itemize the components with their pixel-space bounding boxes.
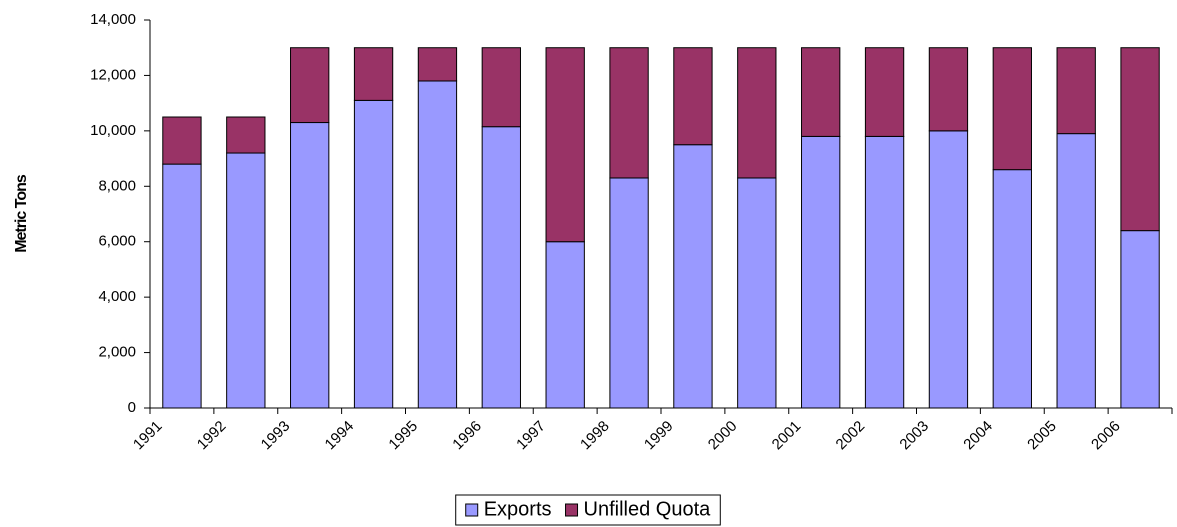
bar-segment [673, 144, 713, 409]
x-tick-label: 1994 [322, 418, 358, 454]
bar-segment [545, 241, 585, 409]
bar-segment [162, 116, 202, 165]
legend-box [455, 494, 721, 526]
bar-segment [290, 122, 330, 409]
bar-segment [609, 47, 649, 179]
bar-segment [609, 177, 649, 409]
bar-segment [290, 47, 330, 124]
x-tick-label: 2006 [1088, 418, 1124, 454]
bar-segment [1056, 133, 1096, 409]
bar-segment [801, 135, 841, 409]
legend-swatch [465, 503, 479, 517]
x-tick-label: 2005 [1024, 418, 1060, 454]
y-tick-label: 4,000 [98, 288, 136, 305]
y-tick-label: 2,000 [98, 344, 136, 361]
bar-segment [864, 47, 905, 137]
bar-segment [1120, 47, 1160, 232]
bar-segment [353, 99, 394, 409]
x-tick-label: 1998 [577, 418, 613, 454]
bar-segment [226, 116, 266, 154]
bar-segment [417, 47, 458, 82]
y-tick-label: 6,000 [98, 233, 136, 250]
legend-label: Exports [484, 498, 552, 520]
bar-segment [1056, 47, 1096, 135]
y-axis-label: Metric Tons [13, 174, 30, 253]
bar-segment [673, 47, 713, 146]
bar-segment [928, 47, 969, 132]
legend-swatch [565, 503, 579, 517]
x-tick-label: 2003 [896, 418, 932, 454]
bar-segment [992, 47, 1032, 171]
bar-segment [417, 80, 458, 409]
y-tick-label: 0 [128, 399, 136, 416]
x-tick-label: 1999 [641, 418, 677, 454]
bar-segment [864, 135, 905, 409]
x-tick-label: 1997 [513, 418, 549, 454]
x-tick-label: 2002 [833, 418, 869, 454]
bar-segment [481, 126, 521, 409]
y-tick-label: 12,000 [90, 66, 136, 83]
bar-segment [737, 177, 777, 409]
legend-label: Unfilled Quota [584, 498, 712, 520]
y-tick-label: 10,000 [90, 122, 136, 139]
x-tick-label: 2000 [705, 418, 741, 454]
bar-segment [353, 47, 394, 101]
bar-segment [481, 47, 521, 128]
x-tick-label: 2001 [769, 418, 805, 454]
bar-segment [545, 47, 585, 243]
bar-segment [737, 47, 777, 179]
x-tick-label: 1993 [258, 418, 294, 454]
y-tick-label: 14,000 [90, 11, 136, 28]
x-tick-label: 1991 [130, 418, 166, 454]
bar-segment [226, 152, 266, 409]
bar-segment [992, 169, 1032, 409]
bar-segment [162, 163, 202, 409]
x-tick-label: 2004 [960, 418, 996, 454]
x-tick-label: 1992 [194, 418, 230, 454]
y-tick-label: 8,000 [98, 177, 136, 194]
x-tick-label: 1996 [449, 418, 485, 454]
x-tick-label: 1995 [385, 418, 421, 454]
bar-segment [801, 47, 841, 137]
bar-segment [928, 130, 969, 409]
bar-segment [1120, 230, 1160, 409]
